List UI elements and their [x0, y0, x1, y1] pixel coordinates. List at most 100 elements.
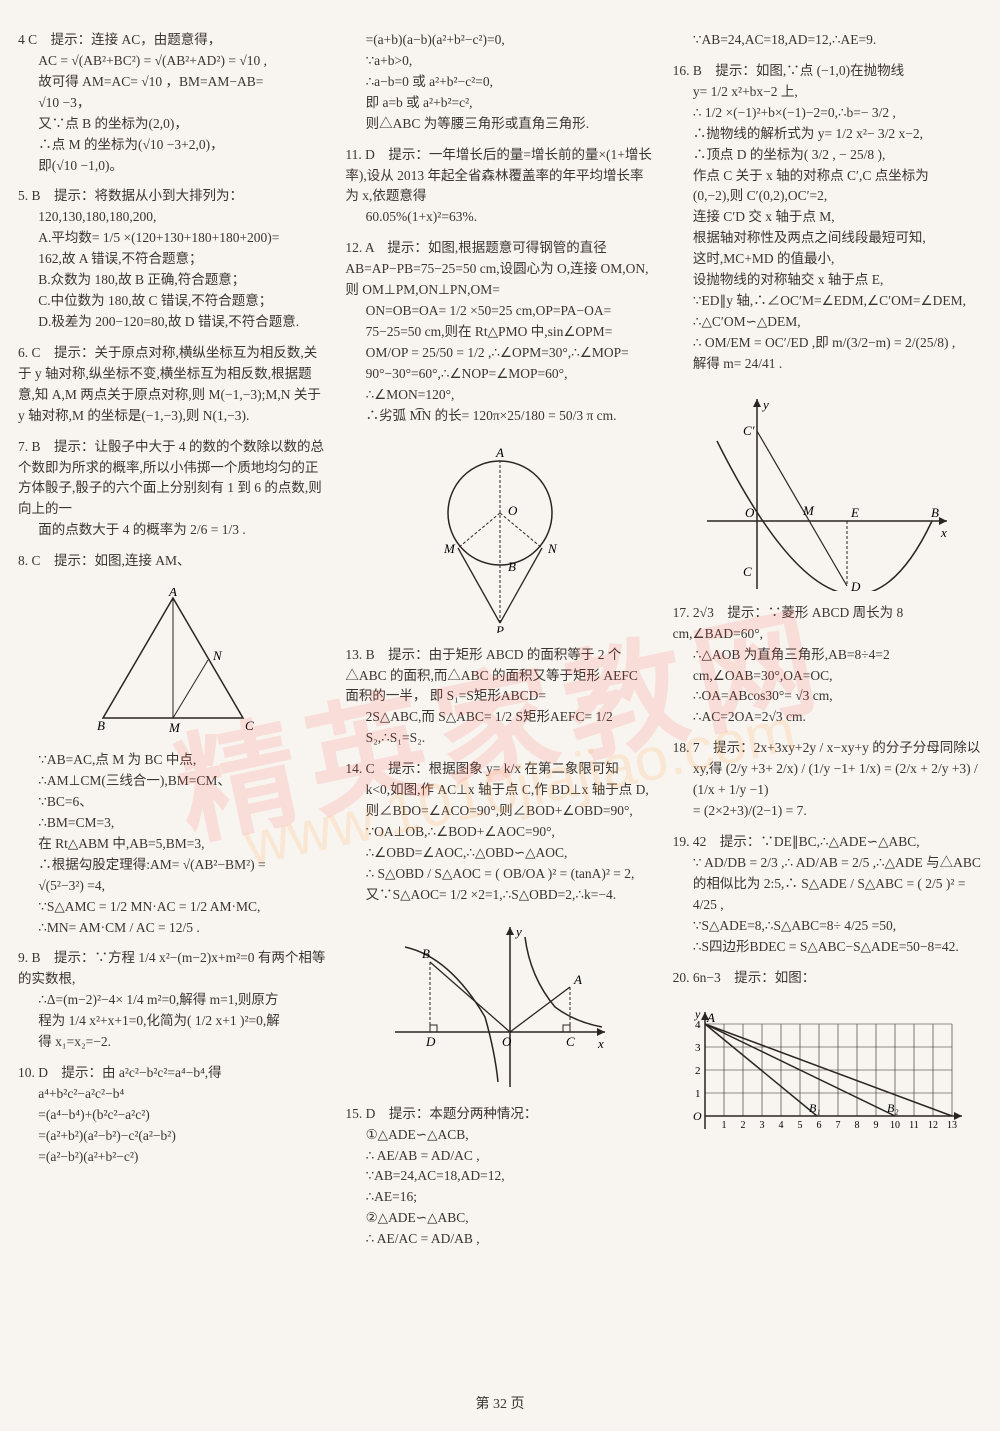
svg-text:A: A [706, 1010, 715, 1025]
q17-l3: ∴AC=2OA=2√3 cm. [673, 707, 982, 728]
svg-text:O: O [508, 503, 518, 518]
svg-text:13: 13 [947, 1120, 957, 1131]
q14-l4: ∴∠OBD=∠AOC,∴△OBD∽△AOC, [345, 843, 654, 864]
q14-l1: k<0,如图,作 AC⊥x 轴于点 C,作 BD⊥x 轴于点 D, [345, 780, 654, 801]
q15-l1: ①△ADE∽△ACB, [345, 1125, 654, 1146]
svg-text:3: 3 [760, 1120, 765, 1131]
q12-l1: ON=OB=OA= 1/2 ×50=25 cm,OP=PA−OA= [345, 301, 654, 322]
q10-head: 10. D 提示：由 a²c²−b²c²=a⁴−b⁴,得 [18, 1063, 327, 1084]
svg-text:4: 4 [779, 1120, 784, 1131]
q8-body: ∵AB=AC,点 M 为 BC 中点, ∴AM⊥CM(三线合一),BM=CM、 … [18, 750, 327, 938]
q8-l9: ∴MN= AM·CM / AC = 12/5 . [18, 918, 327, 939]
q8-l8: ∵S△AMC = 1/2 MN·AC = 1/2 AM·MC, [18, 897, 327, 918]
column-2: =(a+b)(a−b)(a²+b²−c²)=0, ∵a+b>0, ∴a−b=0 … [345, 30, 654, 1254]
q16-l2: ∴ 1/2 ×(−1)²+b×(−1)−2=0,∴b=− 3/2 , [673, 103, 982, 124]
q12-l6: ∴劣弧 M͡N 的长= 120π×25/180 = 50/3 π cm. [345, 406, 654, 427]
q9-head: 9. B 提示：∵方程 1/4 x²−(m−2)x+m²=0 有两个相等的实数根… [18, 948, 327, 990]
svg-text:E: E [850, 505, 859, 520]
q4-l2: 故可得 AM=AC= √10 ，BM=AM−AB= [18, 72, 327, 93]
q8: 8. C 提示：如图,连接 AM、 [18, 551, 327, 572]
q8-l5: 在 Rt△ABM 中,AB=5,BM=3, [18, 834, 327, 855]
svg-text:1: 1 [722, 1120, 727, 1131]
svg-text:N: N [212, 648, 223, 663]
svg-text:1: 1 [695, 1088, 701, 1100]
svg-text:C: C [566, 1034, 575, 1049]
q15-l6: ∴ AE/AC = AD/AB , [345, 1229, 654, 1250]
q8-l6: ∴根据勾股定理得:AM= √(AB²−BM²) = [18, 855, 327, 876]
svg-text:P: P [495, 623, 504, 633]
q16-l14: 解得 m= 24/41 . [673, 354, 982, 375]
page-footer: 第 32 页 [0, 1393, 1000, 1413]
q16-l9: 这时,MC+MD 的值最小, [673, 249, 982, 270]
q16-l7: 连接 C′D 交 x 轴于点 M, [673, 207, 982, 228]
q4-l4: 又∵点 B 的坐标为(2,0)， [18, 114, 327, 135]
q4-head: 4 C 提示：连接 AC，由题意得， [18, 30, 327, 51]
q19: 19. 42 提示：∵DE∥BC,∴△ADE∽△ABC, ∵ AD/DB = 2… [673, 832, 982, 958]
q17-l2: ∴OA=ABcos30°= √3 cm, [673, 686, 982, 707]
q16-l6: (0,−2),则 C′(0,2),OC′=2, [673, 186, 982, 207]
triangle-figure: A B C M N [83, 588, 263, 738]
q9-l3: 得 x₁=x₂=−2. [18, 1032, 327, 1053]
svg-text:O: O [502, 1034, 512, 1049]
c10-l5: 则△ABC 为等腰三角形或直角三角形. [345, 114, 654, 135]
q6: 6. C 提示：关于原点对称,横纵坐标互为相反数,关于 y 轴对称,纵坐标不变,… [18, 343, 327, 427]
svg-text:7: 7 [836, 1120, 841, 1131]
svg-text:M: M [443, 541, 456, 556]
page-content: 4 C 提示：连接 AC，由题意得， AC = √(AB²+BC²) = √(A… [0, 0, 1000, 1304]
q4-l3: √10 −3， [18, 93, 327, 114]
c10-l4: 即 a=b 或 a²+b²=c², [345, 93, 654, 114]
svg-text:A: A [168, 588, 177, 599]
q7-l1: 面的点数大于 4 的概率为 2/6 = 1/3 . [18, 520, 327, 541]
fig-q14: B A D O C y x [345, 922, 654, 1092]
q15-l2: ∴ AE/AB = AD/AC , [345, 1146, 654, 1167]
svg-text:N: N [547, 541, 558, 556]
q10-cont: =(a+b)(a−b)(a²+b²−c²)=0, ∵a+b>0, ∴a−b=0 … [345, 30, 654, 135]
q17: 17. 2√3 提示：∵菱形 ABCD 周长为 8 cm,∠BAD=60°, ∴… [673, 603, 982, 729]
c10-l3: ∴a−b=0 或 a²+b²−c²=0, [345, 72, 654, 93]
q15-head: 15. D 提示：本题分两种情况： [345, 1104, 654, 1125]
q9-l1: ∴Δ=(m−2)²−4× 1/4 m²=0,解得 m=1,则原方 [18, 990, 327, 1011]
q10-l3: =(a²+b²)(a²−b²)−c²(a²−b²) [18, 1126, 327, 1147]
c10-l1: =(a+b)(a−b)(a²+b²−c²)=0, [345, 30, 654, 51]
q15-cont: ∵AB=24,AC=18,AD=12,∴AE=9. [673, 30, 982, 51]
q12-l3: OM/OP = 25/50 = 1/2 ,∴∠OPM=30°,∴∠MOP= [345, 343, 654, 364]
svg-text:A: A [573, 972, 582, 987]
q5-head: 5. B 提示：将数据从小到大排列为： [18, 186, 327, 207]
q15-l3: ∵AB=24,AC=18,AD=12, [345, 1166, 654, 1187]
q10-l4: =(a²−b²)(a²+b²−c²) [18, 1147, 327, 1168]
q16-l3: ∴抛物线的解析式为 y= 1/2 x²− 3/2 x−2, [673, 124, 982, 145]
svg-text:2: 2 [695, 1065, 701, 1077]
svg-text:10: 10 [890, 1120, 900, 1131]
svg-text:D: D [425, 1034, 436, 1049]
svg-text:8: 8 [855, 1120, 860, 1131]
q9: 9. B 提示：∵方程 1/4 x²−(m−2)x+m²=0 有两个相等的实数根… [18, 948, 327, 1053]
q13-head: 13. B 提示：由于矩形 ABCD 的面积等于 2 个△ABC 的面积,而△A… [345, 645, 654, 708]
q4-l5: ∴点 M 的坐标为(√10 −3+2,0)， [18, 135, 327, 156]
q8-head: 8. C 提示：如图,连接 AM、 [18, 551, 327, 572]
q11: 11. D 提示：一年增长后的量=增长前的量×(1+增长率),设从 2013 年… [345, 145, 654, 229]
q18-l1: xy,得 (2/y +3+ 2/x) / (1/y −1+ 1/x) = (2/… [673, 759, 982, 801]
column-3: ∵AB=24,AC=18,AD=12,∴AE=9. 16. B 提示：如图,∵点… [673, 30, 982, 1254]
q8-l3: ∵BC=6、 [18, 792, 327, 813]
q4-l1: AC = √(AB²+BC²) = √(AB²+AD²) = √10 , [18, 51, 327, 72]
q12: 12. A 提示：如图,根据题意可得钢管的直径 AB=AP−PB=75−25=5… [345, 238, 654, 426]
svg-text:5: 5 [798, 1120, 803, 1131]
q16-l4: ∴顶点 D 的坐标为( 3/2 , − 25/8 ), [673, 145, 982, 166]
svg-text:B: B [931, 505, 939, 520]
fig-q16: C′ C O M E B D y x [673, 391, 982, 591]
fig-q20: A y O 1 2 3 4 B₁ B₂ 123 456 789 101112 1… [673, 1004, 982, 1134]
q18-l2: = (2×2+3)/(2−1) = 7. [673, 801, 982, 822]
grid-lines-figure: A y O 1 2 3 4 B₁ B₂ 123 456 789 101112 1… [687, 1004, 967, 1134]
q14-head: 14. C 提示：根据图象 y= k/x 在第二象限可知 [345, 759, 654, 780]
q16-l1: y= 1/2 x²+bx−2 上, [673, 82, 982, 103]
q11-l1: 60.05%(1+x)²=63%. [345, 207, 654, 228]
svg-text:x: x [597, 1036, 604, 1051]
q16-head: 16. B 提示：如图,∵点 (−1,0)在抛物线 [673, 61, 982, 82]
q5: 5. B 提示：将数据从小到大排列为： 120,130,180,180,200,… [18, 186, 327, 332]
svg-text:M: M [168, 720, 181, 735]
q5-l3: 162,故 A 错误,不符合题意； [18, 249, 327, 270]
q16-l8: 根据轴对称性及两点之间线段最短可知, [673, 228, 982, 249]
q4: 4 C 提示：连接 AC，由题意得， AC = √(AB²+BC²) = √(A… [18, 30, 327, 176]
parabola-figure: C′ C O M E B D y x [697, 391, 957, 591]
q17-head: 17. 2√3 提示：∵菱形 ABCD 周长为 8 cm,∠BAD=60°, [673, 603, 982, 645]
